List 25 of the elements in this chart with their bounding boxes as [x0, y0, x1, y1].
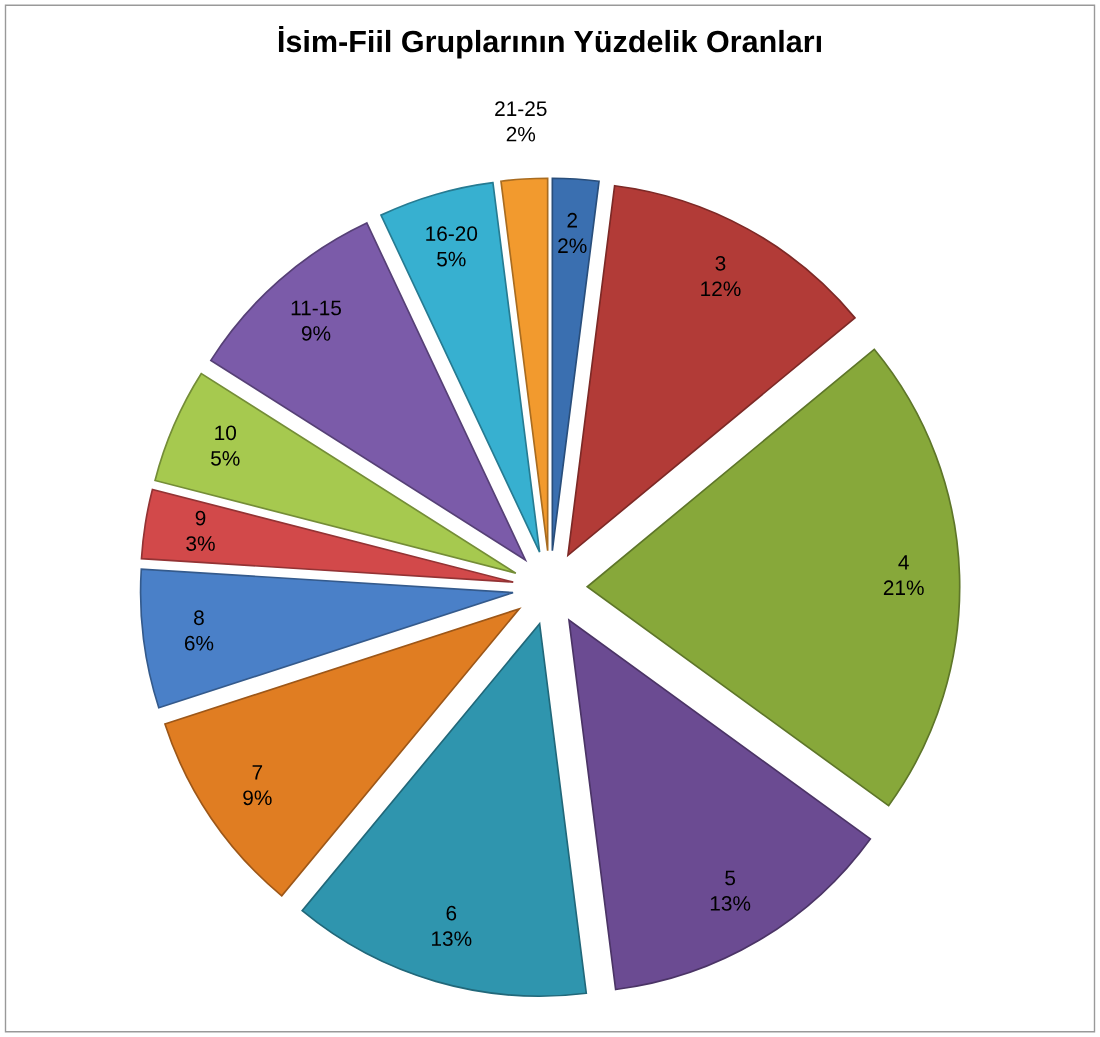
- slice-label: 4: [898, 555, 909, 570]
- data-label: 13%: [432, 931, 472, 947]
- data-label: 5%: [211, 451, 240, 466]
- chart-title: İsim-Fiil Gruplarının Yüzdelik Oranları: [278, 25, 821, 59]
- slice-label: 11-15: [291, 300, 341, 316]
- data-label: 3%: [186, 536, 215, 551]
- data-label: 9%: [243, 790, 272, 806]
- slice-label: 16-20: [426, 226, 478, 241]
- slice-label: 6: [446, 905, 457, 921]
- data-label: 2%: [506, 126, 536, 142]
- slice-label: 2: [567, 212, 577, 228]
- data-label: 12%: [701, 281, 741, 297]
- data-label: 13%: [710, 896, 751, 911]
- slice-label: 8: [194, 610, 204, 626]
- data-label: 9%: [301, 326, 331, 341]
- slice-label: 10: [215, 425, 237, 441]
- slice-label: 7: [252, 765, 263, 780]
- slice-label: 9: [195, 510, 206, 526]
- slice-label: 3: [715, 255, 726, 271]
- slice-label: 5: [725, 870, 736, 886]
- data-label: 6%: [184, 635, 214, 651]
- data-label: 5%: [437, 251, 466, 267]
- data-label: 21%: [883, 580, 924, 596]
- slice-label: 21-25: [495, 101, 547, 117]
- data-label: 2%: [558, 238, 587, 253]
